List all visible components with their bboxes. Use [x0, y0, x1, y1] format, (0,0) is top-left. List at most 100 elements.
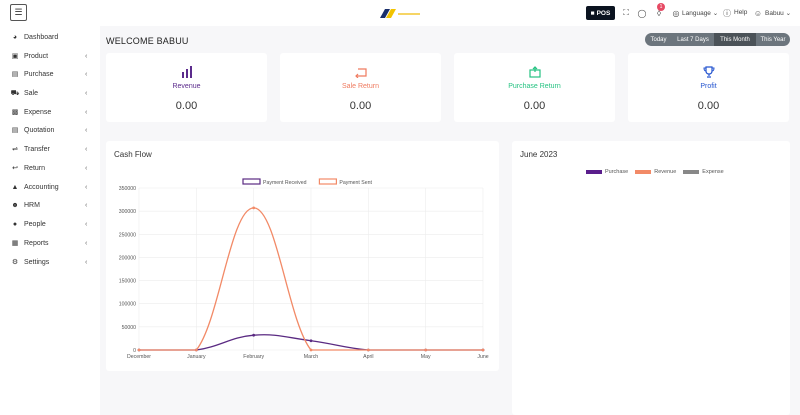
monthly-panel: June 2023 Purchase Revenue Expense — [512, 141, 790, 415]
range-this-year-button[interactable]: This Year — [760, 36, 786, 43]
sidebar-item-purchase[interactable]: ▤ Purchase ‹ — [0, 67, 100, 81]
stat-label: Purchase Return — [508, 83, 561, 90]
legend-item-revenue[interactable]: Revenue — [635, 169, 676, 175]
chevron-left-icon: ‹ — [85, 164, 88, 172]
stat-label: Profit — [700, 83, 717, 90]
legend-item-expense[interactable]: Expense — [683, 169, 724, 175]
chevron-left-icon: ‹ — [85, 52, 88, 60]
data-point — [481, 348, 485, 352]
data-point — [309, 348, 313, 352]
legend-label: Purchase — [605, 169, 629, 175]
sidebar-item-settings[interactable]: ⚙ Settings ‹ — [0, 255, 100, 269]
sidebar-item-people[interactable]: ● People ‹ — [0, 217, 100, 231]
wallet-icon: ▩ — [11, 109, 19, 116]
legend-swatch — [635, 170, 652, 174]
date-range-selector: Today Last 7 Days This Month This Year — [645, 33, 790, 46]
sidebar-item-label: HRM — [24, 201, 40, 209]
bell-icon[interactable]: ◊ — [657, 8, 661, 18]
sidebar-item-sale[interactable]: ⛟ Sale ‹ — [0, 86, 100, 100]
data-point — [252, 333, 256, 337]
sidebar-item-label: Settings — [24, 258, 50, 266]
sidebar-item-label: Reports — [24, 239, 49, 247]
stat-value: 0.00 — [349, 100, 372, 112]
chevron-left-icon: ‹ — [85, 239, 88, 247]
hamburger-menu-button[interactable]: ☰ — [10, 4, 27, 21]
hrm-icon: ☻ — [11, 201, 19, 209]
legend-swatch — [586, 170, 602, 174]
legend-label: Expense — [702, 169, 724, 175]
x-tick-label: March — [304, 354, 319, 360]
data-point — [137, 348, 141, 352]
user-name: Babuu — [765, 10, 784, 17]
sidebar-item-label: Purchase — [24, 70, 54, 78]
bank-icon: ▲ — [11, 183, 19, 191]
legend-label: Revenue — [654, 169, 677, 175]
data-point — [366, 348, 370, 352]
sidebar-item-reports[interactable]: ▦ Reports ‹ — [0, 236, 100, 250]
y-tick-label: 50000 — [122, 325, 137, 331]
x-tick-label: April — [363, 354, 373, 360]
stat-label: Sale Return — [342, 83, 379, 90]
monthly-legend: Purchase Revenue Expense — [586, 169, 724, 175]
y-tick-label: 350000 — [119, 186, 136, 192]
legend-label: Payment Received — [263, 180, 307, 186]
help-link[interactable]: Help — [734, 9, 748, 16]
sidebar-item-label: Accounting — [24, 183, 59, 191]
chevron-left-icon: ‹ — [85, 126, 88, 134]
user-menu-dropdown[interactable]: Babuu ⌄ — [765, 9, 791, 17]
welcome-heading: WELCOME BABUU — [106, 36, 189, 46]
pos-label: POS — [596, 9, 611, 17]
bar-chart-icon — [106, 66, 267, 79]
range-last-7-days-button[interactable]: Last 7 Days — [677, 36, 709, 43]
x-tick-label: December — [127, 354, 151, 360]
sidebar-item-label: Dashboard — [24, 33, 59, 41]
return-icon: ↩ — [12, 165, 18, 172]
chevron-left-icon: ‹ — [85, 220, 88, 228]
chevron-left-icon: ‹ — [85, 70, 88, 78]
legend-swatch — [318, 178, 337, 185]
user-icon: ● — [12, 220, 18, 228]
cash-flow-panel: Cash Flow 0 50000 100000 150000 200000 250000… — [106, 141, 499, 371]
sidebar-item-return[interactable]: ↩ Return ‹ — [0, 161, 100, 175]
data-point — [424, 348, 428, 352]
cash-flow-title: Cash Flow — [114, 150, 152, 159]
y-tick-label: 0 — [133, 348, 136, 354]
brand-logo[interactable] — [378, 6, 422, 20]
range-this-month-button[interactable]: This Month — [714, 33, 756, 46]
sidebar-item-label: People — [24, 220, 46, 228]
chevron-left-icon: ‹ — [85, 183, 88, 191]
chevron-left-icon: ‹ — [85, 89, 88, 97]
stat-card-sale-return: Sale Return 0.00 — [280, 53, 441, 122]
stat-card-profit: Profit 0.00 — [628, 53, 789, 122]
sidebar-item-quotation[interactable]: ▤ Quotation ‹ — [0, 123, 100, 137]
monthly-title: June 2023 — [520, 150, 558, 159]
card-icon: ▤ — [11, 71, 19, 78]
gear-icon: ⚙ — [11, 259, 19, 266]
transfer-icon: ⇌ — [12, 146, 18, 153]
data-point — [309, 339, 313, 343]
sidebar-item-hrm[interactable]: ☻ HRM ‹ — [0, 198, 100, 212]
language-label: Language — [682, 10, 711, 17]
legend-item-purchase[interactable]: Purchase — [586, 169, 628, 175]
sidebar-item-expense[interactable]: ▩ Expense ‹ — [0, 105, 100, 119]
return-arrow-icon — [280, 66, 441, 79]
sidebar-item-dashboard[interactable]: ◕ Dashboard — [0, 30, 100, 44]
sidebar-item-transfer[interactable]: ⇌ Transfer ‹ — [0, 142, 100, 156]
pos-button[interactable]: ■ POS — [586, 6, 615, 20]
globe-icon: ◎ — [672, 8, 680, 18]
series-line — [139, 207, 483, 351]
x-tick-label: February — [243, 354, 264, 360]
y-tick-label: 300000 — [119, 209, 136, 215]
user-icon: ☺ — [753, 8, 763, 18]
sidebar-item-accounting[interactable]: ▲ Accounting ‹ — [0, 180, 100, 194]
box-return-icon — [454, 66, 615, 79]
range-today-button[interactable]: Today — [650, 36, 667, 43]
language-dropdown[interactable]: Language ⌄ — [682, 9, 718, 17]
fullscreen-icon[interactable]: ⛶ — [623, 8, 629, 17]
y-tick-label: 100000 — [119, 302, 136, 308]
trophy-icon — [628, 66, 789, 79]
currency-icon[interactable]: ◯ — [637, 8, 647, 18]
hamburger-icon: ☰ — [14, 7, 23, 17]
chevron-left-icon: ‹ — [85, 201, 88, 209]
sidebar-item-product[interactable]: ▣ Product ‹ — [0, 49, 100, 63]
